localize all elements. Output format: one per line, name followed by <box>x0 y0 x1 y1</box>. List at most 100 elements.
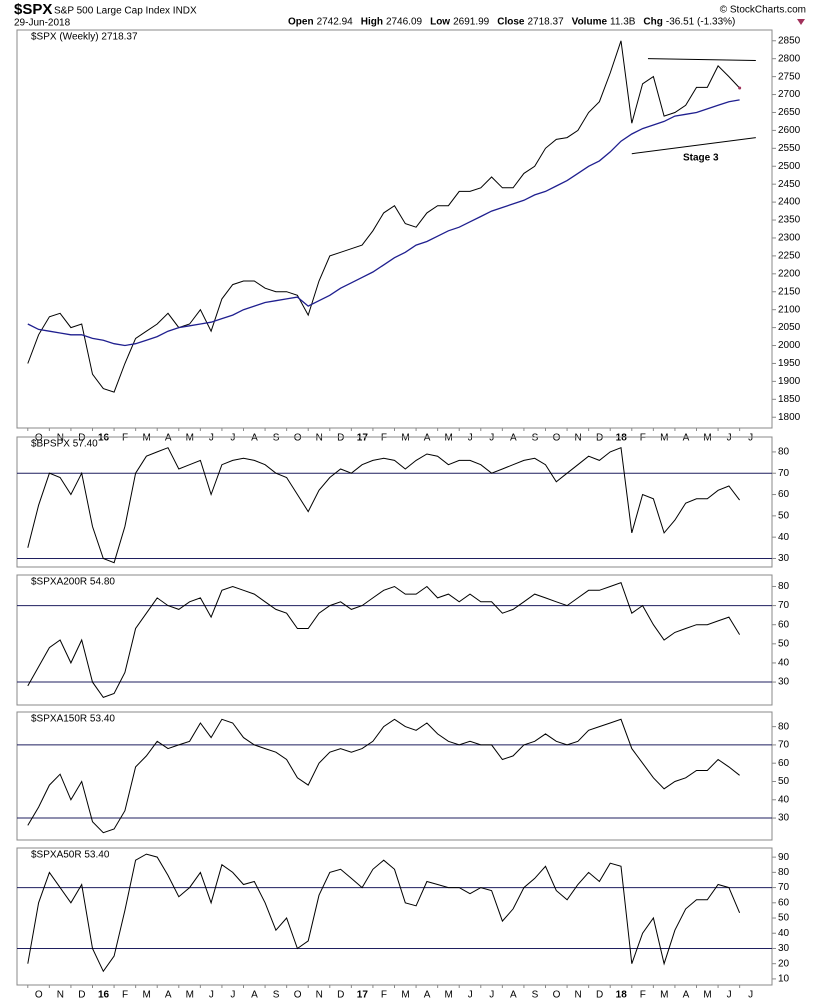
y-tick-label: 2300 <box>778 233 801 244</box>
y-tick-label: 80 <box>778 721 790 732</box>
x-tick-label: A <box>510 990 517 1000</box>
y-tick-label: 2650 <box>778 107 801 118</box>
y-tick-label: 2850 <box>778 35 801 46</box>
x-tick-label: A <box>683 433 690 444</box>
y-tick-label: 1850 <box>778 394 801 405</box>
x-tick-label: O <box>294 433 302 444</box>
symbol: $SPX <box>14 1 52 18</box>
panel-title: $SPXA50R 53.40 <box>31 850 110 861</box>
y-tick-label: 2050 <box>778 322 801 333</box>
x-tick-label: F <box>640 990 646 1000</box>
x-tick-label: J <box>209 990 214 1000</box>
x-tick-label: A <box>251 433 258 444</box>
trendline <box>647 58 756 61</box>
x-tick-label: O <box>553 990 561 1000</box>
y-tick-label: 50 <box>778 638 790 649</box>
x-tick-label: M <box>703 990 711 1000</box>
quote-value: 2742.94 <box>317 17 354 28</box>
x-tick-label: D <box>596 433 603 444</box>
y-tick-label: 50 <box>778 510 790 521</box>
x-tick-label: A <box>424 990 431 1000</box>
x-tick-label: N <box>57 433 64 444</box>
series-line <box>27 581 741 698</box>
x-tick-label: F <box>381 433 387 444</box>
x-tick-label: M <box>142 990 150 1000</box>
x-tick-label: F <box>640 433 646 444</box>
x-tick-label: 18 <box>616 433 628 444</box>
y-tick-label: 50 <box>778 913 790 924</box>
x-tick-label: A <box>683 990 690 1000</box>
quote-value: 11.3B <box>610 17 636 28</box>
y-tick-label: 20 <box>778 958 790 969</box>
x-tick-label: J <box>748 433 753 444</box>
x-tick-label: N <box>574 990 581 1000</box>
x-tick-label: S <box>273 433 280 444</box>
x-tick-label: D <box>337 990 344 1000</box>
quote-value: 2746.09 <box>386 17 423 28</box>
x-tick-label: 17 <box>357 990 369 1000</box>
quote-value: 2691.99 <box>453 17 490 28</box>
x-tick-label: N <box>316 990 323 1000</box>
x-tick-label: J <box>230 433 235 444</box>
y-tick-label: 90 <box>778 852 790 863</box>
x-tick-label: O <box>35 990 43 1000</box>
x-tick-label: M <box>401 990 409 1000</box>
x-tick-label: M <box>703 433 711 444</box>
y-tick-label: 60 <box>778 619 790 630</box>
quote-value: 2718.37 <box>527 17 564 28</box>
y-tick-label: 2450 <box>778 179 801 190</box>
x-tick-label: A <box>251 990 258 1000</box>
quote-label: Low <box>430 17 450 28</box>
panel-frame <box>16 711 773 841</box>
panel-frame <box>16 29 773 429</box>
x-tick-label: J <box>489 990 494 1000</box>
x-tick-label: F <box>122 433 128 444</box>
x-tick-label: F <box>381 990 387 1000</box>
series-line <box>27 718 740 834</box>
quote-label: Chg <box>643 17 662 28</box>
x-tick-label: 17 <box>357 433 369 444</box>
x-tick-label: D <box>78 433 85 444</box>
y-tick-label: 2000 <box>778 340 801 351</box>
x-tick-label: 18 <box>616 990 628 1000</box>
credit: © StockCharts.com <box>720 5 806 16</box>
y-tick-label: 30 <box>778 943 790 954</box>
y-tick-label: 40 <box>778 928 790 939</box>
security-name: S&P 500 Large Cap Index INDX <box>54 6 197 17</box>
y-tick-label: 40 <box>778 794 790 805</box>
x-tick-label: O <box>35 433 43 444</box>
x-tick-label: M <box>186 433 194 444</box>
y-tick-label: 50 <box>778 776 790 787</box>
x-tick-label: D <box>337 433 344 444</box>
x-tick-label: A <box>424 433 431 444</box>
x-tick-label: O <box>553 433 561 444</box>
panel-frame <box>16 436 773 568</box>
x-tick-label: A <box>165 990 172 1000</box>
series-line <box>27 853 741 973</box>
y-tick-label: 80 <box>778 867 790 878</box>
x-tick-label: J <box>727 433 732 444</box>
x-tick-label: M <box>401 433 409 444</box>
series-line <box>27 447 740 564</box>
series-line <box>27 40 740 393</box>
x-tick-label: M <box>444 433 452 444</box>
y-tick-label: 10 <box>778 974 790 985</box>
y-tick-label: 1950 <box>778 358 801 369</box>
y-tick-label: 70 <box>778 882 790 893</box>
y-tick-label: 2700 <box>778 89 801 100</box>
panel-title: $SPX (Weekly) 2718.37 <box>31 32 138 43</box>
x-tick-label: J <box>489 433 494 444</box>
x-tick-label: N <box>316 433 323 444</box>
y-tick-label: 70 <box>778 600 790 611</box>
x-tick-label: F <box>122 990 128 1000</box>
y-tick-label: 2750 <box>778 71 801 82</box>
x-tick-label: J <box>468 990 473 1000</box>
x-tick-label: S <box>532 990 539 1000</box>
y-tick-label: 2400 <box>778 197 801 208</box>
y-tick-label: 1900 <box>778 376 801 387</box>
y-tick-label: 2250 <box>778 251 801 262</box>
y-tick-label: 70 <box>778 468 790 479</box>
x-tick-label: O <box>294 990 302 1000</box>
